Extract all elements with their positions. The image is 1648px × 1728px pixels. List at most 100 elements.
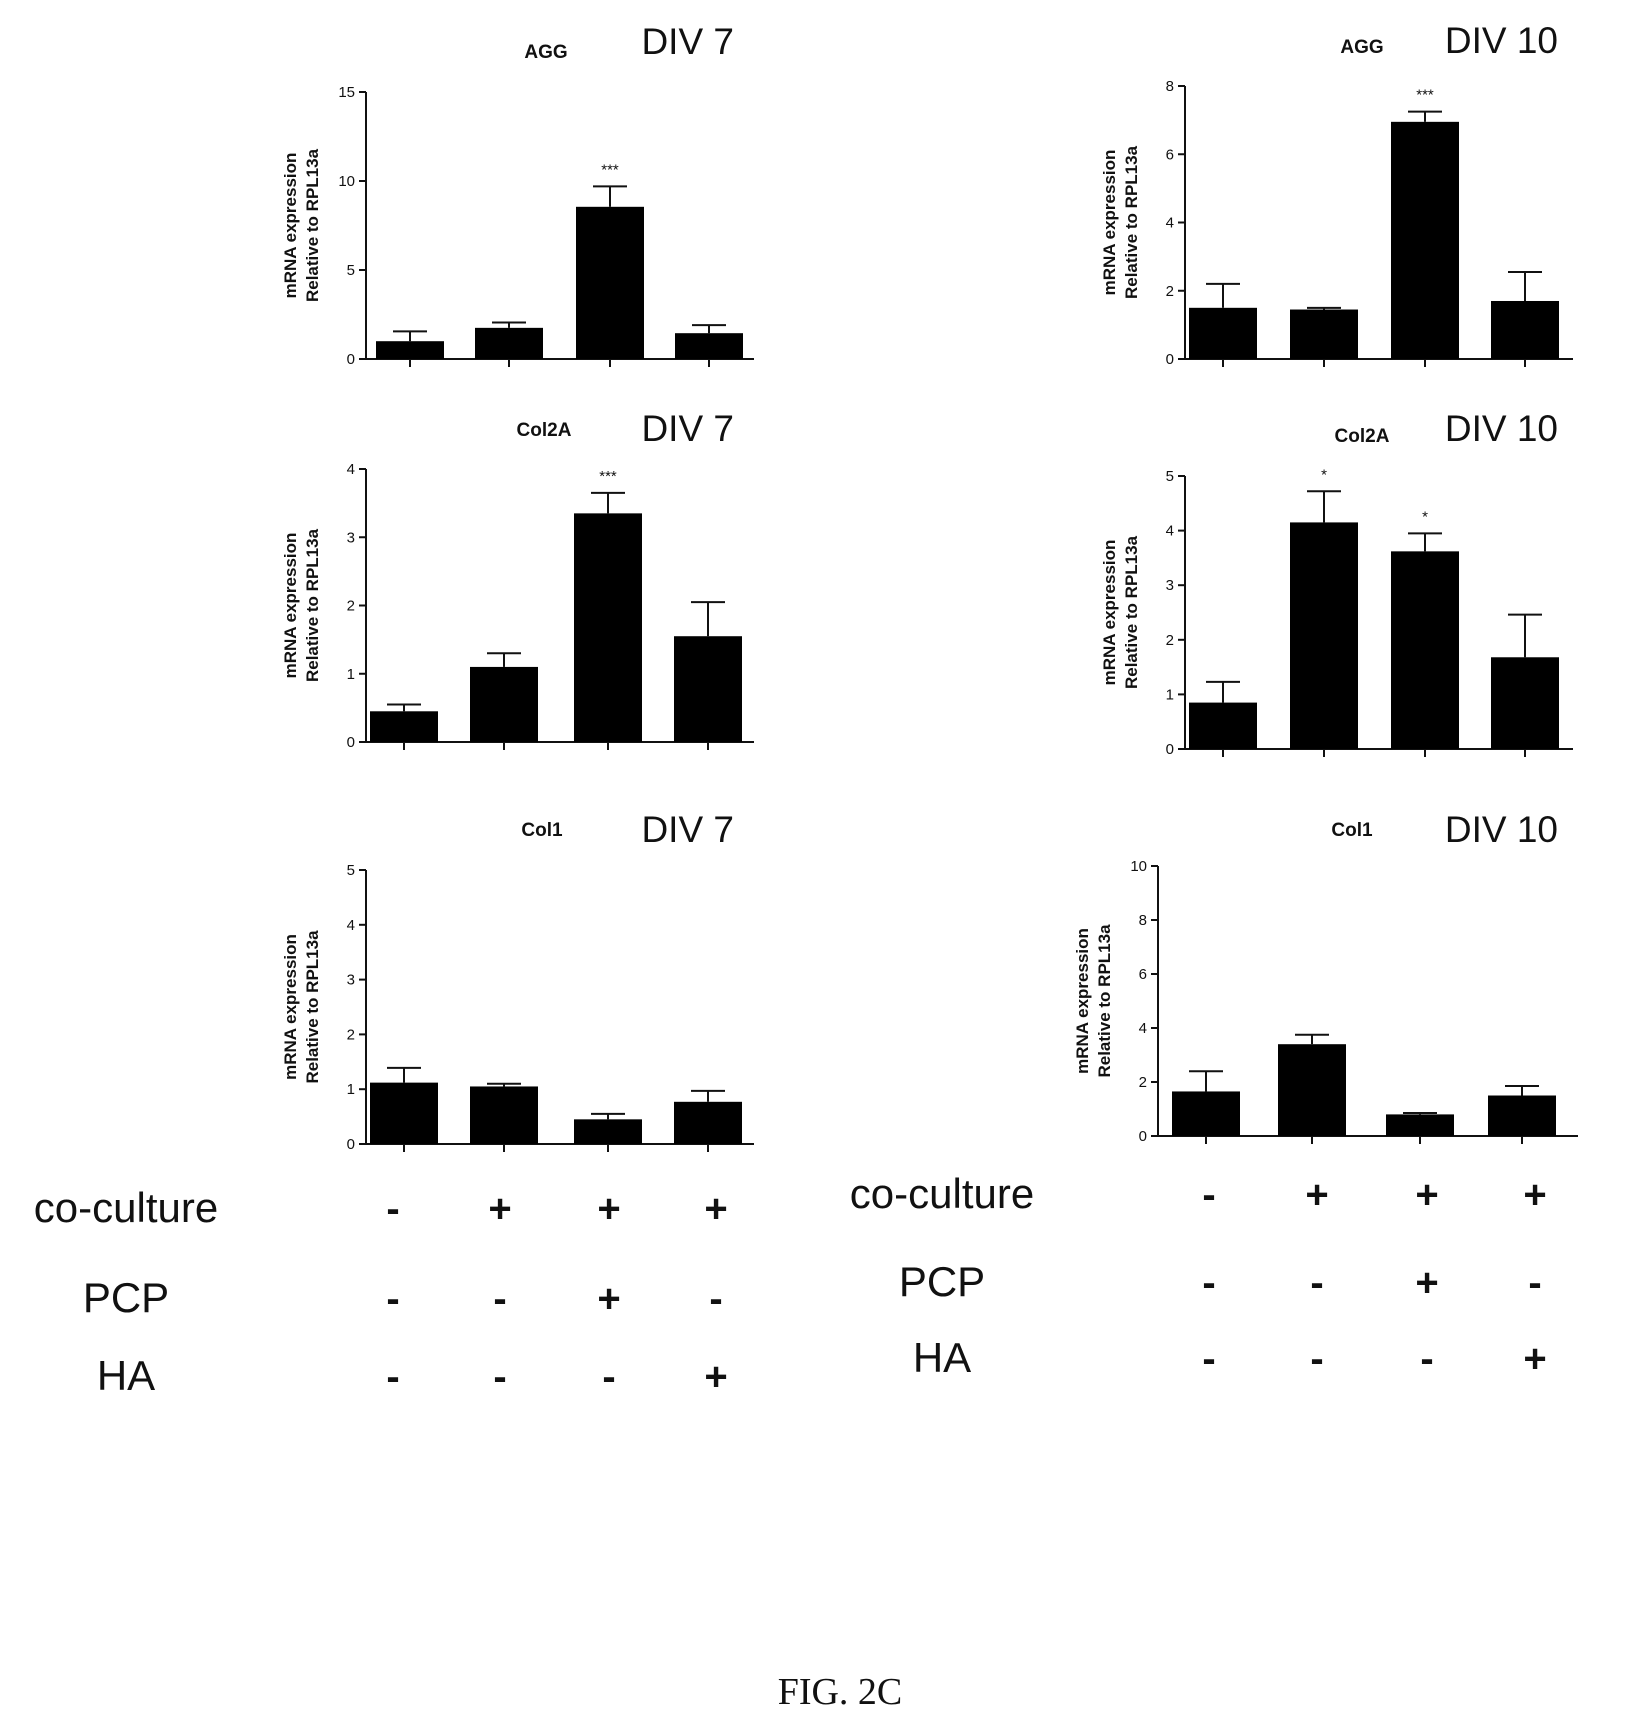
y-axis-label: Relative to RPL13a [303,930,322,1084]
condition-plus: + [704,1355,727,1399]
condition-minus: - [1420,1337,1433,1381]
chart-panel-agg-div10: AGG DIV 10 mRNA expression Relative to RPL1… [1100,20,1573,368]
chart-panel-agg-div7: AGG DIV 7 mRNA expression Relative to RPL13… [281,21,754,368]
condition-minus: - [493,1277,506,1321]
div-label: DIV 7 [641,809,734,850]
significance-marker: * [1422,508,1428,525]
y-axis-label: mRNA expression [1100,150,1119,296]
bar [1491,300,1559,359]
condition-plus: + [597,1277,620,1321]
condition-label: PCP [899,1258,985,1305]
y-axis-label: Relative to RPL13a [1095,924,1114,1078]
condition-minus: - [1202,1173,1215,1217]
bar [574,513,642,742]
y-axis-label: Relative to RPL13a [303,528,322,682]
y-tick-label: 2 [347,598,355,615]
significance-marker: * [1321,466,1327,483]
y-tick-label: 4 [1139,1020,1147,1037]
div-label: DIV 10 [1445,20,1558,61]
condition-plus: + [1523,1337,1546,1381]
y-tick-label: 10 [338,173,355,190]
condition-label: PCP [83,1274,169,1321]
y-tick-label: 2 [1139,1074,1147,1091]
y-axis-label: Relative to RPL13a [1122,535,1141,689]
condition-minus: - [602,1355,615,1399]
y-tick-label: 2 [1166,283,1174,300]
y-tick-label: 0 [347,734,355,751]
y-tick-label: 0 [347,1136,355,1153]
bar [1488,1095,1556,1136]
y-tick-label: 0 [347,351,355,368]
y-tick-label: 5 [347,862,355,879]
condition-minus: - [1202,1261,1215,1305]
bar [1391,551,1459,749]
chart-title: Col2A [1335,426,1390,447]
significance-marker: *** [599,468,617,485]
bar [675,333,743,359]
y-tick-label: 3 [1166,577,1174,594]
y-tick-label: 1 [347,1081,355,1098]
figure-caption: FIG. 2C [778,1671,903,1713]
bar [574,1119,642,1144]
chart-panel-col2a-div10: Col2A DIV 10 mRNA expression Relative to RP… [1100,408,1573,758]
div-label: DIV 7 [641,21,734,62]
y-axis-label: mRNA expression [1073,928,1092,1074]
condition-plus: + [597,1187,620,1231]
chart-panel-col1-div10: Col1 DIV 10 mRNA expression Relative to RPL… [1073,809,1578,1145]
y-tick-label: 6 [1166,146,1174,163]
div-label: DIV 10 [1445,408,1558,449]
condition-minus: - [709,1277,722,1321]
y-tick-label: 15 [338,84,355,101]
y-tick-label: 2 [347,1026,355,1043]
chart-title: AGG [524,42,567,63]
div-label: DIV 10 [1445,809,1558,850]
y-tick-label: 8 [1166,78,1174,95]
bar [1290,309,1358,359]
y-tick-label: 6 [1139,966,1147,983]
condition-plus: + [1523,1173,1546,1217]
bar [470,1086,538,1144]
y-tick-label: 3 [347,529,355,546]
condition-table: co-culture - + + + PCP - - + - HA - - - + co-culture - + +… [34,1170,1547,1399]
y-tick-label: 4 [347,461,355,478]
condition-group-div7: co-culture - + + + PCP - - + - HA - - - + [34,1184,728,1399]
y-tick-label: 5 [347,262,355,279]
y-tick-label: 4 [1166,215,1174,232]
y-tick-label: 4 [347,917,355,934]
y-tick-label: 0 [1166,741,1174,758]
bar [1189,702,1257,749]
condition-plus: + [488,1187,511,1231]
chart-title: AGG [1340,37,1383,58]
significance-marker: *** [1416,87,1434,104]
bar [1290,522,1358,749]
y-tick-label: 0 [1166,351,1174,368]
bar [1172,1091,1240,1136]
y-axis-label: mRNA expression [281,533,300,679]
condition-minus: - [386,1355,399,1399]
bar [470,666,538,742]
condition-minus: - [386,1187,399,1231]
y-tick-label: 1 [347,666,355,683]
bar [576,206,644,359]
chart-title: Col2A [517,420,572,441]
condition-plus: + [704,1187,727,1231]
bar [674,636,742,742]
condition-label: HA [913,1334,971,1381]
condition-minus: - [493,1355,506,1399]
y-tick-label: 3 [347,972,355,989]
bar [475,327,543,359]
chart-title: Col1 [521,820,563,841]
div-label: DIV 7 [641,408,734,449]
y-tick-label: 5 [1166,468,1174,485]
bar [370,711,438,742]
y-axis-label: mRNA expression [1100,540,1119,686]
y-tick-label: 4 [1166,523,1174,540]
bar [1278,1044,1346,1136]
condition-minus: - [1310,1261,1323,1305]
condition-label: co-culture [34,1184,218,1231]
bar [1491,657,1559,749]
y-tick-label: 2 [1166,632,1174,649]
y-axis-label: Relative to RPL13a [1122,145,1141,299]
y-tick-label: 10 [1130,858,1147,875]
